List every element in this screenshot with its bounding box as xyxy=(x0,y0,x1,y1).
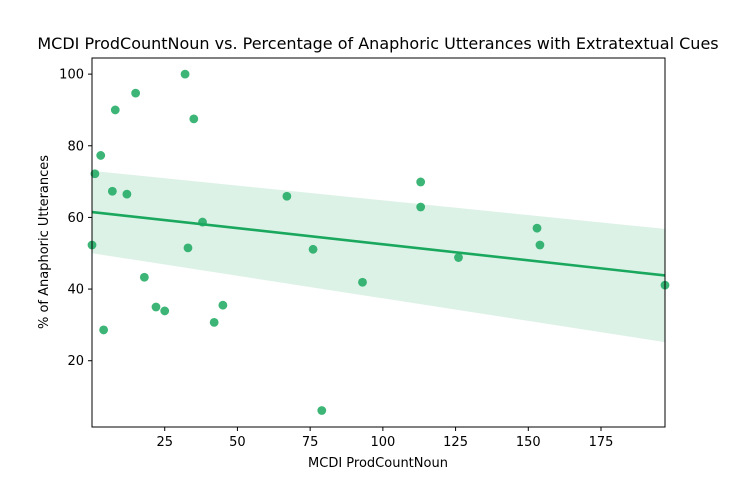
data-point xyxy=(416,177,426,187)
data-point xyxy=(317,406,327,415)
data-point xyxy=(99,325,109,335)
y-tick-label: 20 xyxy=(67,354,84,369)
data-point xyxy=(416,202,426,212)
x-tick-label: 125 xyxy=(443,435,468,450)
data-point xyxy=(532,223,542,233)
data-point xyxy=(90,169,100,179)
data-point xyxy=(209,317,219,327)
y-axis-label: % of Anaphoric Utterances xyxy=(37,155,52,329)
plot-frame xyxy=(91,57,666,428)
data-point xyxy=(198,217,207,227)
data-point xyxy=(535,240,545,250)
x-axis-ticks: 25 50 75 100 125 150 175 xyxy=(156,427,613,450)
y-axis-ticks: 20 40 60 80 100 xyxy=(59,68,92,369)
confidence-band-layer xyxy=(92,170,665,343)
data-point xyxy=(131,88,141,98)
y-tick-label: 60 xyxy=(67,211,84,226)
data-point xyxy=(454,253,463,262)
data-point xyxy=(282,191,292,201)
data-point xyxy=(122,189,132,199)
chart-title: MCDI ProdCountNoun vs. Percentage of Ana… xyxy=(37,34,718,53)
x-tick-label: 100 xyxy=(370,435,395,450)
x-tick-label: 75 xyxy=(302,435,319,450)
data-point xyxy=(151,302,161,312)
data-points-layer xyxy=(87,69,670,415)
data-point xyxy=(96,151,106,160)
confidence-band xyxy=(92,170,665,343)
x-tick-label: 25 xyxy=(156,435,173,450)
x-tick-label: 175 xyxy=(589,435,614,450)
regression-line-layer xyxy=(91,210,666,277)
x-tick-label: 50 xyxy=(229,435,246,450)
data-point xyxy=(180,69,190,79)
data-point xyxy=(183,243,193,253)
data-point xyxy=(218,300,228,310)
data-point xyxy=(160,306,170,316)
x-tick-label: 150 xyxy=(516,435,541,450)
x-axis-label: MCDI ProdCountNoun xyxy=(308,456,448,471)
y-tick-label: 100 xyxy=(59,68,84,83)
regression-line xyxy=(91,210,666,277)
y-tick-label: 80 xyxy=(67,139,84,154)
data-point xyxy=(110,105,120,115)
data-point xyxy=(189,114,199,124)
data-point xyxy=(139,272,149,282)
data-point xyxy=(308,244,318,254)
y-tick-label: 40 xyxy=(67,283,84,298)
data-point xyxy=(358,277,367,287)
data-point xyxy=(107,186,117,196)
